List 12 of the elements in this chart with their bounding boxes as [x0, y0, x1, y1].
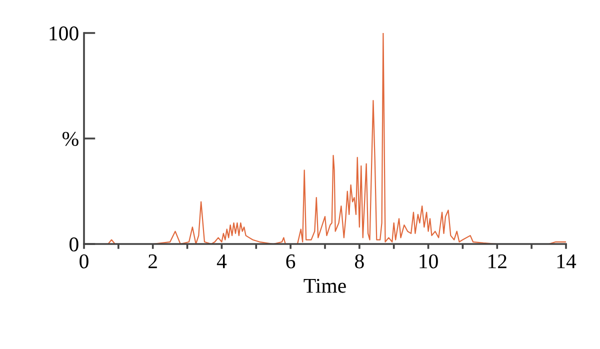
y-tick-label: %	[62, 132, 78, 146]
x-tick-label: 10	[420, 254, 438, 268]
x-tick-label: 6	[286, 254, 296, 268]
x-tick-label: 14	[557, 254, 576, 268]
x-tick-label: 12	[488, 254, 506, 268]
x-axis-title: Time	[304, 278, 346, 293]
y-tick-label: 0	[70, 237, 78, 252]
x-tick-label: 4	[216, 254, 227, 268]
x-tick-label: 2	[148, 254, 157, 268]
y-tick-label: 100	[50, 26, 78, 40]
x-tick-label: 0	[80, 254, 88, 268]
x-tick-label: 8	[355, 254, 364, 268]
